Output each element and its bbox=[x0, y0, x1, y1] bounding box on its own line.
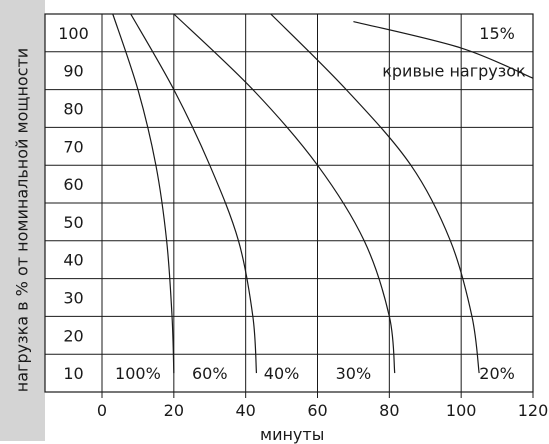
annotation-label: кривые нагрузок bbox=[382, 62, 526, 81]
series-label: 30% bbox=[336, 364, 372, 383]
curve-100pct bbox=[112, 13, 175, 374]
series-label-15: 15% bbox=[479, 24, 515, 43]
series-label: 100% bbox=[115, 364, 161, 383]
series-label: 20% bbox=[479, 364, 515, 383]
x-tick-label: 80 bbox=[379, 401, 399, 420]
y-axis-band bbox=[0, 0, 45, 441]
y-tick-label: 30 bbox=[63, 289, 83, 308]
y-tick-label: 70 bbox=[63, 137, 83, 156]
y-tick-label: 40 bbox=[63, 251, 83, 270]
x-axis-title: минуты bbox=[260, 425, 325, 444]
y-tick-label: 20 bbox=[63, 326, 83, 345]
curve-20pct bbox=[353, 20, 534, 79]
y-tick-label: 10 bbox=[63, 364, 83, 383]
series-label: 60% bbox=[192, 364, 228, 383]
x-tick-label: 0 bbox=[97, 401, 107, 420]
y-tick-label: 50 bbox=[63, 213, 83, 232]
y-tick-label: 80 bbox=[63, 100, 83, 119]
x-tick-label: 40 bbox=[235, 401, 255, 420]
x-tick-label: 20 bbox=[164, 401, 184, 420]
curves bbox=[112, 13, 534, 374]
grid bbox=[44, 13, 534, 398]
x-tick-label: 120 bbox=[518, 401, 549, 420]
y-tick-label: 60 bbox=[63, 175, 83, 194]
y-tick-label: 90 bbox=[63, 62, 83, 81]
y-tick-label: 100 bbox=[58, 24, 89, 43]
curve-60pct bbox=[130, 13, 258, 374]
curve-30pct bbox=[270, 13, 480, 374]
curve-40pct bbox=[173, 13, 396, 374]
x-tick-label: 60 bbox=[307, 401, 327, 420]
x-tick-label: 100 bbox=[446, 401, 477, 420]
series-label: 40% bbox=[264, 364, 300, 383]
